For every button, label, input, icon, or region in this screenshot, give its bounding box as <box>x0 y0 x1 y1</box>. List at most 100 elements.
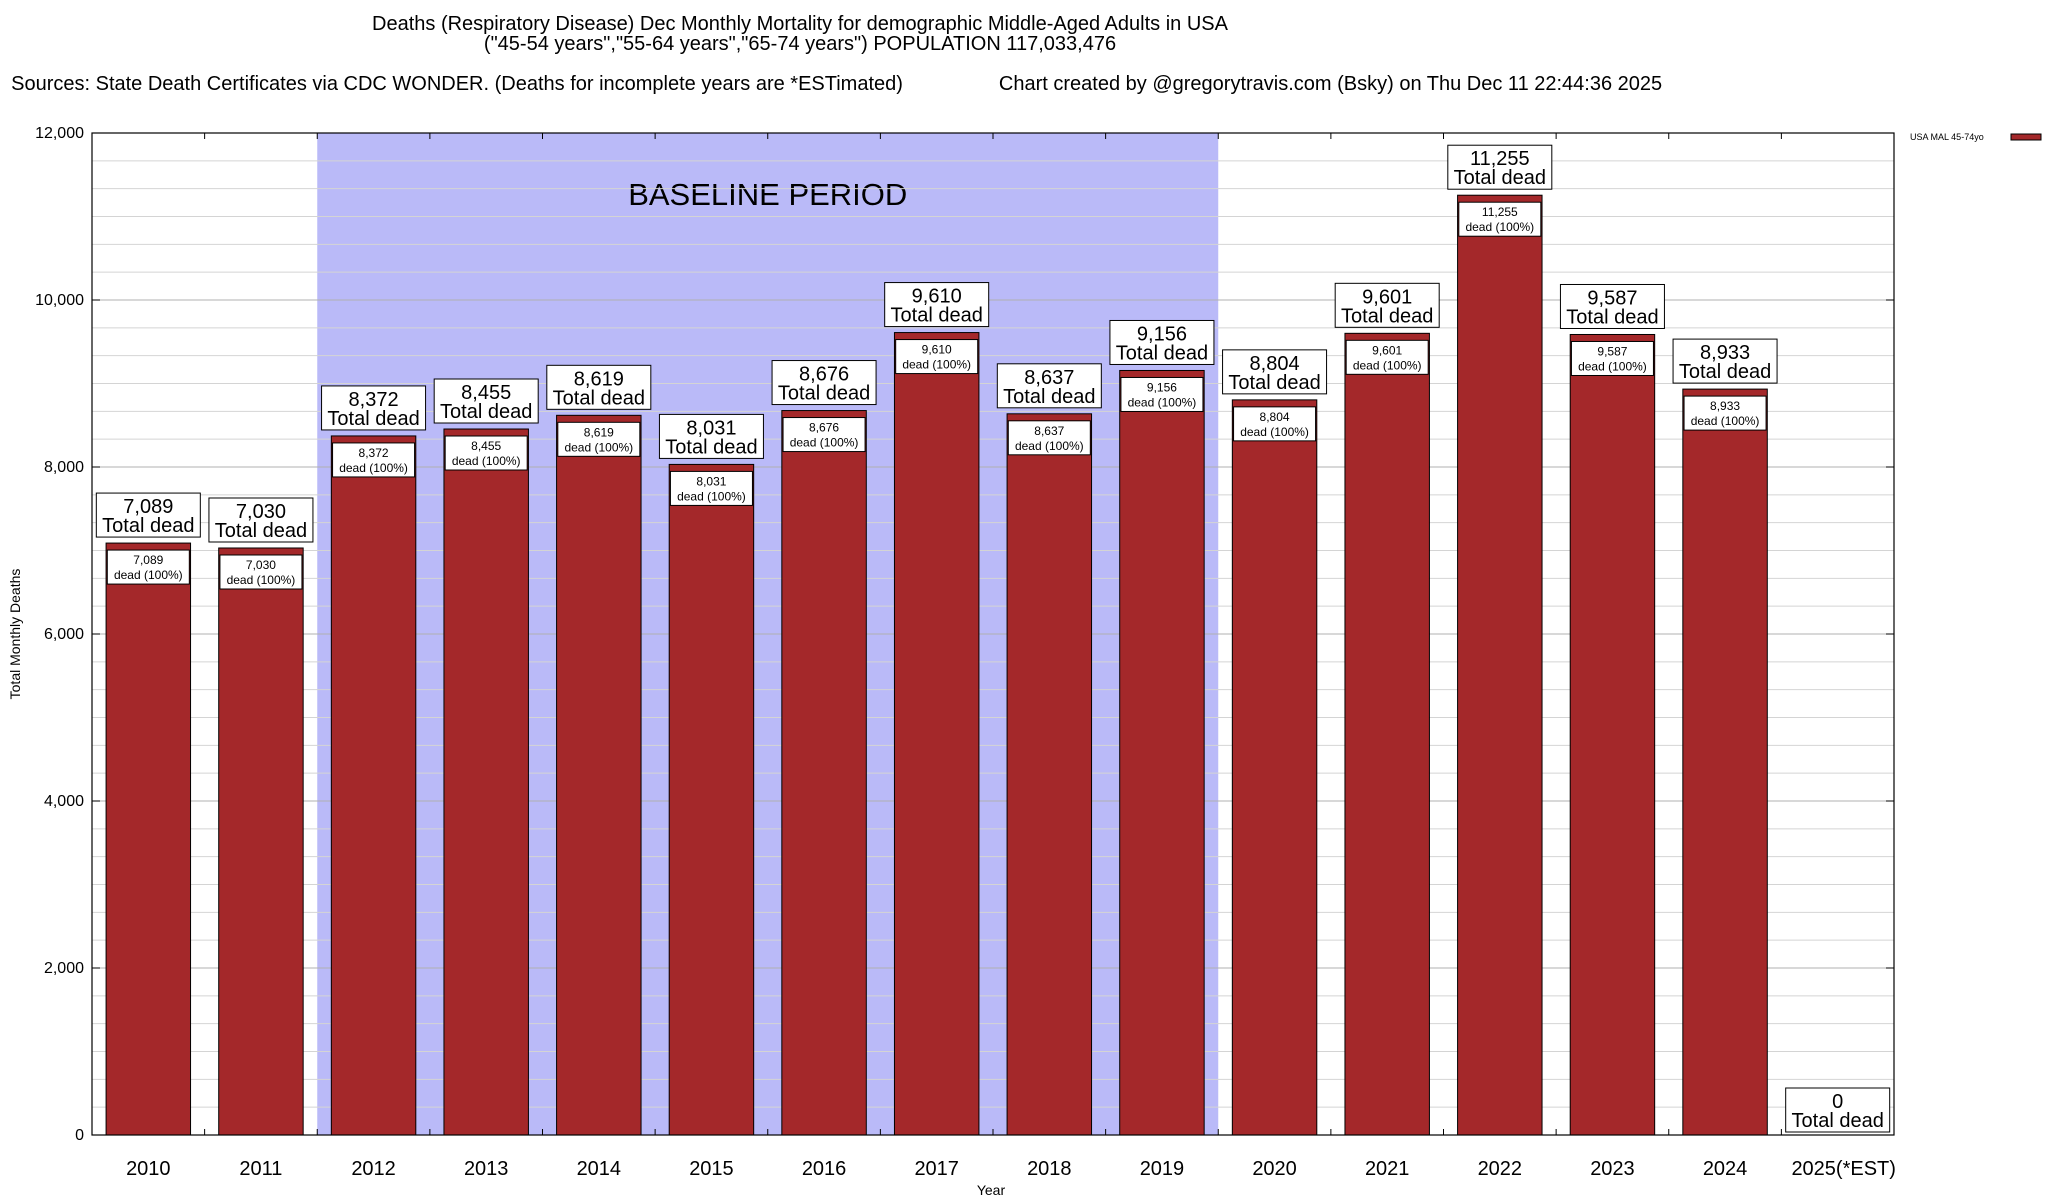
inner-suffix-label: dead (100%) <box>1240 425 1309 439</box>
total-suffix-label: Total dead <box>1003 386 1095 408</box>
total-label-box <box>996 363 1102 409</box>
bar-2018 <box>1006 413 1093 1136</box>
inner-value-label: 9,610 <box>922 343 952 357</box>
inner-label-box <box>557 421 641 457</box>
total-value-label: 8,619 <box>574 368 624 390</box>
total-value-label: 7,030 <box>236 501 286 523</box>
inner-value-label: 9,587 <box>1597 344 1627 358</box>
total-value-label: 9,610 <box>912 286 962 308</box>
inner-value-label: 7,089 <box>133 553 163 567</box>
inner-label-box <box>444 435 528 471</box>
x-tick-label: 2020 <box>1252 1158 1297 1180</box>
x-tick-label: 2015 <box>689 1158 734 1180</box>
bar-2011 <box>218 547 304 1136</box>
total-suffix-label: Total dead <box>1679 361 1771 383</box>
total-value-label: 8,637 <box>1024 367 1074 389</box>
inner-label-box <box>669 470 753 506</box>
x-axis-title: Year <box>977 1182 1006 1198</box>
bar-2019 <box>1119 369 1205 1136</box>
inner-suffix-label: dead (100%) <box>452 454 521 468</box>
total-value-label: 8,676 <box>799 364 849 386</box>
inner-suffix-label: dead (100%) <box>227 573 296 587</box>
bar-2023 <box>1569 333 1656 1136</box>
total-value-label: 8,372 <box>349 389 399 411</box>
y-tick-label: 12,000 <box>35 125 84 142</box>
inner-label-box <box>895 339 979 375</box>
total-suffix-label: Total dead <box>102 515 194 537</box>
y-tick-label: 0 <box>75 1127 84 1144</box>
total-label-box <box>1559 283 1665 329</box>
x-tick-label: 2022 <box>1478 1158 1523 1180</box>
plot-frame <box>91 132 1895 1136</box>
x-tick-label: 2017 <box>914 1158 959 1180</box>
chart-credit: Chart created by @gregorytravis.com (Bsk… <box>998 73 1663 95</box>
inner-label-box <box>219 554 303 590</box>
total-suffix-label: Total dead <box>553 387 645 409</box>
total-label-box <box>1785 1087 1891 1133</box>
total-suffix-label: Total dead <box>1228 372 1320 394</box>
inner-label-box <box>1233 406 1317 442</box>
inner-label-box <box>1458 201 1542 237</box>
inner-value-label: 9,601 <box>1372 343 1402 357</box>
total-value-label: 7,089 <box>123 496 173 518</box>
inner-label-box <box>1120 376 1204 412</box>
total-label-box <box>95 492 201 538</box>
total-suffix-label: Total dead <box>215 520 307 542</box>
inner-suffix-label: dead (100%) <box>902 358 971 372</box>
baseline-period-label: BASELINE PERIOD <box>628 177 907 212</box>
inner-value-label: 8,619 <box>584 425 614 439</box>
inner-value-label: 8,804 <box>1260 410 1290 424</box>
x-tick-label: 2018 <box>1027 1158 1072 1180</box>
x-tick-label: 2012 <box>351 1158 396 1180</box>
inner-suffix-label: dead (100%) <box>114 568 183 582</box>
total-suffix-label: Total dead <box>1792 1110 1884 1132</box>
total-label-box <box>1222 349 1328 395</box>
inner-suffix-label: dead (100%) <box>790 436 859 450</box>
total-suffix-label: Total dead <box>1454 167 1546 189</box>
inner-label-box <box>332 442 416 478</box>
chart-sources: Sources: State Death Certificates via CD… <box>11 73 903 95</box>
total-label-box <box>1672 338 1778 384</box>
bar-2013 <box>443 428 529 1136</box>
inner-suffix-label: dead (100%) <box>677 489 746 503</box>
x-tick-label: 2014 <box>577 1158 622 1180</box>
total-suffix-label: Total dead <box>891 305 983 327</box>
total-label-box <box>433 378 539 424</box>
inner-value-label: 8,933 <box>1710 399 1740 413</box>
bar-2016 <box>781 410 867 1136</box>
bar-2012 <box>330 435 417 1136</box>
bar-2020 <box>1231 399 1318 1136</box>
inner-label-box <box>106 549 190 585</box>
inner-label-box <box>1683 395 1767 431</box>
y-tick-label: 6,000 <box>44 626 84 643</box>
bar-2010 <box>105 542 192 1136</box>
total-suffix-label: Total dead <box>778 383 870 405</box>
total-value-label: 8,933 <box>1700 342 1750 364</box>
total-value-label: 8,804 <box>1250 353 1300 375</box>
x-tick-label: 2023 <box>1590 1158 1635 1180</box>
x-tick-label: 2011 <box>239 1158 282 1180</box>
total-value-label: 11,255 <box>1470 148 1530 170</box>
total-value-label: 9,601 <box>1362 286 1412 308</box>
inner-suffix-label: dead (100%) <box>564 440 633 454</box>
y-tick-label: 2,000 <box>44 960 84 977</box>
total-label-box <box>321 385 427 431</box>
bar-2017 <box>893 332 980 1136</box>
inner-suffix-label: dead (100%) <box>1465 220 1534 234</box>
inner-label-box <box>1345 339 1429 375</box>
bar-2021 <box>1344 332 1430 1136</box>
inner-suffix-label: dead (100%) <box>1015 439 1084 453</box>
total-label-box <box>771 360 877 406</box>
bar-2015 <box>668 463 755 1136</box>
inner-suffix-label: dead (100%) <box>1353 358 1422 372</box>
x-tick-label: 2019 <box>1140 1158 1185 1180</box>
total-suffix-label: Total dead <box>440 401 532 423</box>
total-label-box <box>884 282 990 328</box>
x-tick-label: 2024 <box>1703 1158 1748 1180</box>
x-tick-label: 2016 <box>802 1158 847 1180</box>
total-label-box <box>1109 319 1215 365</box>
inner-label-box <box>782 417 866 453</box>
inner-value-label: 9,156 <box>1147 380 1177 394</box>
inner-label-box <box>1007 420 1091 456</box>
chart-title: Deaths (Respiratory Disease) Dec Monthly… <box>372 13 1228 35</box>
